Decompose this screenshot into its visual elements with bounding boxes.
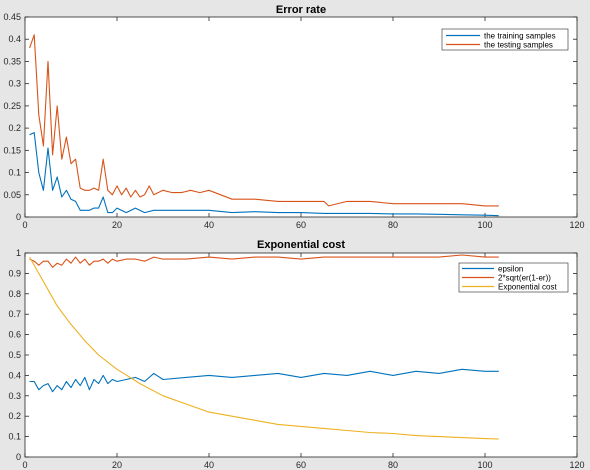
error-rate-ytick-label: 0.05: [3, 190, 21, 200]
legend-label-testing: the testing samples: [484, 41, 553, 50]
error-rate-ytick-label: 0.2: [8, 123, 21, 133]
error-rate-ytick-label: 0.1: [8, 168, 21, 178]
error-rate-xtick-label: 20: [112, 220, 122, 230]
error-rate-plot-area: [24, 16, 578, 218]
exponential-cost-series-line-1: [29, 254, 499, 268]
exponential-cost-xtick-label: 100: [477, 460, 492, 470]
legend-label-training: the training samples: [484, 32, 556, 41]
exponential-cost-ytick-label: 0: [16, 452, 21, 462]
exponential-cost-xtick-label: 80: [388, 460, 398, 470]
error-rate-series-line-0: [29, 132, 499, 217]
error-rate-ytick-label: 0.35: [3, 56, 21, 66]
legend-label-exp-cost: Exponential cost: [498, 283, 557, 292]
error-rate-xtick-label: 120: [569, 220, 584, 230]
exponential-cost-ytick-label: 0.6: [8, 330, 21, 340]
exponential-cost-ytick-label: 0.4: [8, 370, 21, 380]
error-rate-xtick-label: 60: [296, 220, 306, 230]
exponential-cost-xtick-label: 60: [296, 460, 306, 470]
exponential-cost-ytick-label: 0.3: [8, 391, 21, 401]
exponential-cost-ticks: 0 20 40 60 80 100 120 0 0.1 0.2 0.3 0.4 0.5 0.6 0.7 0.8…: [8, 248, 584, 470]
error-rate-ytick-label: 0.15: [3, 145, 21, 155]
error-rate-ytick-label: 0: [16, 212, 21, 222]
error-rate-ytick-label: 0.25: [3, 101, 21, 111]
error-rate-xtick-label: 40: [204, 220, 214, 230]
legend-label-epsilon: epsilon: [498, 265, 523, 274]
exponential-cost-series-line-2: [29, 256, 499, 440]
exponential-cost-ytick-label: 0.2: [8, 411, 21, 421]
exponential-cost-ytick-label: 0.7: [8, 309, 21, 319]
exponential-cost-ytick-label: 0.5: [8, 350, 21, 360]
error-rate-title: Error rate: [276, 4, 326, 16]
error-rate-series-line-1: [29, 34, 499, 207]
exponential-cost-xtick-label: 0: [22, 460, 27, 470]
error-rate-xtick-label: 0: [22, 220, 27, 230]
error-rate-series: [29, 34, 499, 217]
error-rate-legend: the training samples the testing samples: [441, 28, 569, 51]
exponential-cost-xtick-label: 20: [112, 460, 122, 470]
exponential-cost-series: [29, 254, 499, 440]
exponential-cost-legend: epsilon 2*sqrt(er(1-er)) Exponential cos…: [458, 262, 569, 293]
error-rate-ytick-label: 0.3: [8, 79, 21, 89]
error-rate-axes: Error rate 0 20 40 60 80 100 120 0 0.05 0.1 0.15 0.…: [3, 4, 584, 230]
exponential-cost-ytick-label: 0.8: [8, 289, 21, 299]
error-rate-ytick-label: 0.45: [3, 12, 21, 22]
exponential-cost-ytick-label: 0.9: [8, 268, 21, 278]
exponential-cost-axes: Exponential cost 0 20 40 60 80 100 12000.10.20…: [8, 239, 584, 470]
exponential-cost-series-line-0: [29, 368, 499, 393]
exponential-cost-xtick-label: 120: [569, 460, 584, 470]
exponential-cost-ytick-label: 1: [16, 248, 21, 258]
exponential-cost-title: Exponential cost: [257, 239, 345, 251]
exponential-cost-xtick-label: 40: [204, 460, 214, 470]
error-rate-xtick-label: 100: [477, 220, 492, 230]
exponential-cost-ytick-label: 0.1: [8, 432, 21, 442]
error-rate-xtick-label: 80: [388, 220, 398, 230]
legend-label-sqrt: 2*sqrt(er(1-er)): [498, 274, 551, 283]
error-rate-ytick-label: 0.4: [8, 34, 21, 44]
error-rate-ticks: 0 20 40 60 80 100 120 0 0.05 0.1 0.15 0.2 0.25 0.3 0.3…: [3, 12, 584, 230]
